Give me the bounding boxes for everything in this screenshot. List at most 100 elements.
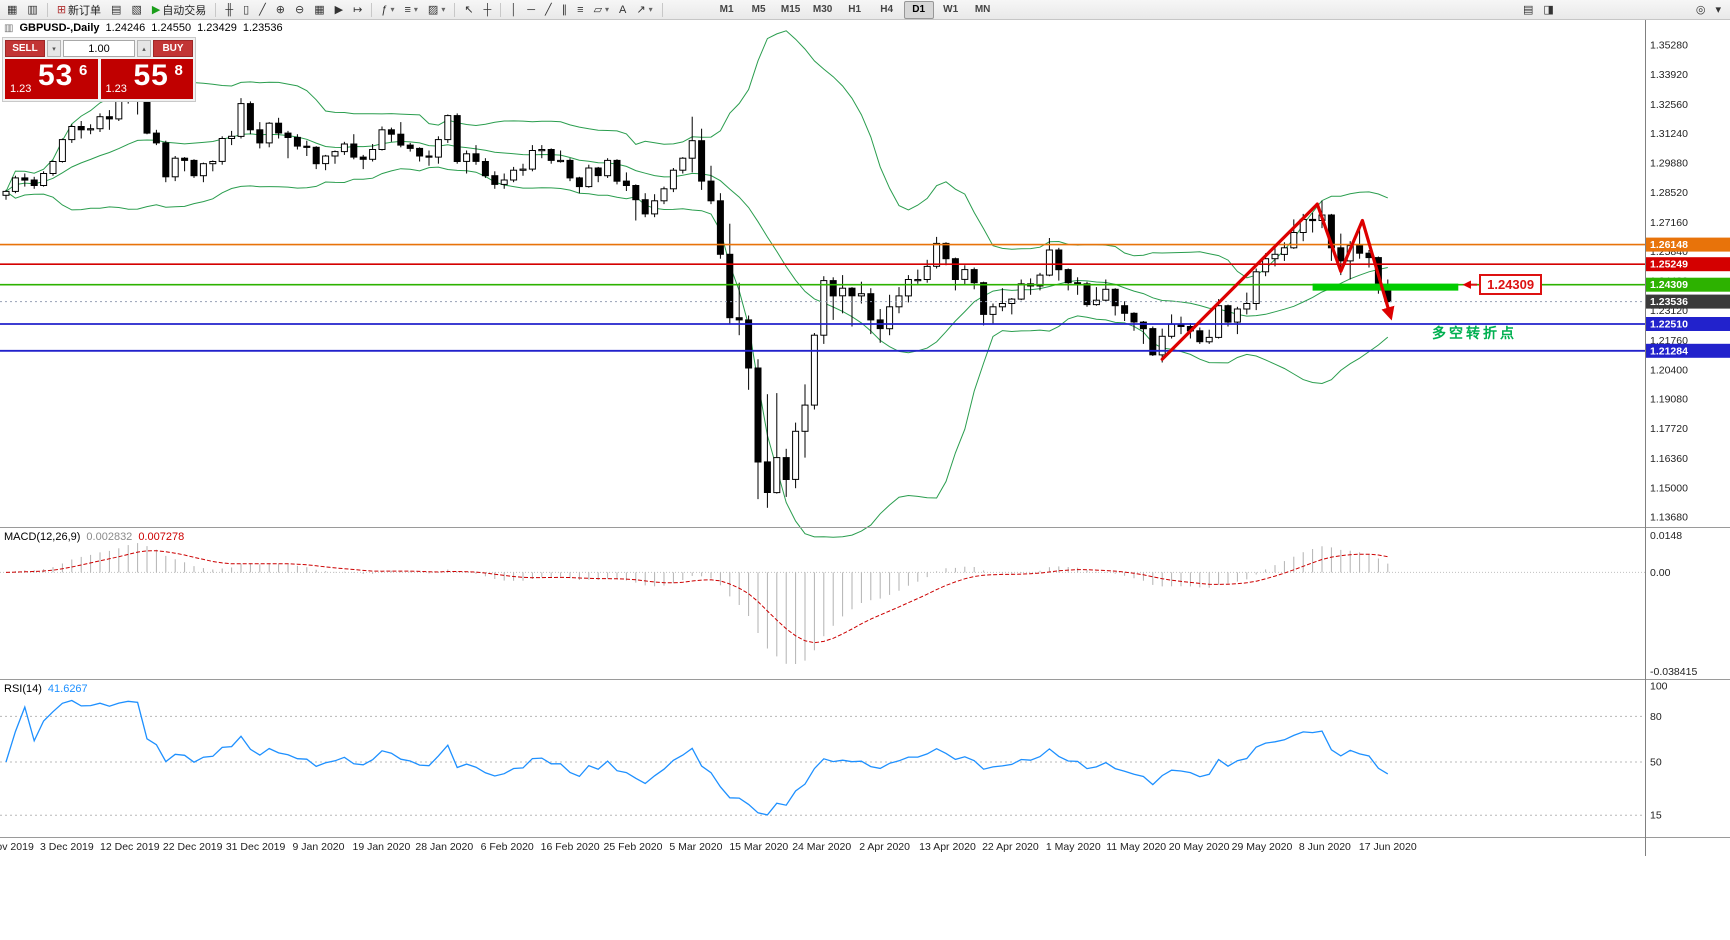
- cursor-button[interactable]: ↖: [460, 1, 477, 19]
- zoom-in-icon: ⊕: [275, 3, 286, 16]
- toolbar-separator: [215, 2, 217, 17]
- price-axis-label: 1.29880: [1650, 158, 1688, 170]
- chevron-down-icon[interactable]: ▾: [413, 5, 418, 14]
- market-watch-button[interactable]: ▥: [23, 1, 41, 19]
- date-axis-label: 22 Apr 2020: [982, 841, 1039, 853]
- alerts-icon[interactable]: ▤: [1523, 4, 1534, 16]
- line-chart-button[interactable]: ╱: [255, 1, 270, 19]
- rsi-axis-label: 100: [1650, 681, 1668, 693]
- buy-price-big: 55: [133, 59, 169, 92]
- zigzag-down-arrow[interactable]: [1315, 202, 1395, 321]
- mailbox-icon[interactable]: ◨: [1543, 4, 1554, 16]
- price-axis: 1.35280 1.33920 1.32560 1.31240 1.29880 1.285…: [1646, 40, 1730, 524]
- timeframe-m1-button[interactable]: M1: [719, 4, 734, 15]
- price-axis-label: 1.20400: [1650, 365, 1688, 377]
- crosshair-button[interactable]: ┼: [480, 1, 496, 19]
- volume-stepper-button[interactable]: ▴: [137, 40, 151, 57]
- buy-button[interactable]: BUY: [153, 40, 193, 57]
- date-axis-label: 28 Jan 2020: [415, 841, 473, 853]
- toolbar-separator: [500, 2, 502, 17]
- sell-price-sup: 6: [79, 62, 88, 79]
- channel-button[interactable]: ∥: [558, 1, 572, 19]
- zoom-in-button[interactable]: ⊕: [272, 1, 289, 19]
- volume-input[interactable]: [63, 40, 135, 57]
- macd-axis-label: -0.038415: [1650, 666, 1697, 678]
- chevron-down-icon[interactable]: ▾: [390, 5, 395, 14]
- chevron-down-icon[interactable]: ▾: [605, 5, 610, 14]
- chevron-down-icon[interactable]: ▾: [648, 5, 653, 14]
- timeframe-m15-button[interactable]: M15: [780, 4, 801, 15]
- buy-price-sup: 8: [174, 62, 183, 79]
- date-axis-label: 19 Jan 2020: [352, 841, 410, 853]
- uptrend-arrow[interactable]: [1160, 202, 1319, 361]
- community-icon[interactable]: ◎: [1695, 4, 1706, 16]
- macd-signal-value: 0.007278: [138, 531, 185, 543]
- toolbar-separator: [46, 2, 48, 17]
- auto-scroll-button[interactable]: ▶: [331, 1, 347, 19]
- date-axis-label: 17 Jun 2020: [1359, 841, 1417, 853]
- timeframe-h4-button[interactable]: H4: [880, 4, 894, 15]
- shapes-button[interactable]: ▱ ▾: [590, 1, 613, 19]
- sell-price-panel[interactable]: 1.23 53 6: [5, 59, 98, 99]
- zoom-out-button[interactable]: ⊖: [291, 1, 308, 19]
- turning-point-annotation[interactable]: 多空转折点: [1431, 325, 1517, 341]
- templates-button[interactable]: ▨ ▾: [424, 1, 449, 19]
- text-button[interactable]: A: [615, 1, 630, 19]
- timeframe-d1-button[interactable]: D1: [903, 0, 934, 19]
- price-axis-label: 1.16360: [1650, 453, 1688, 465]
- zoom-out-icon: ⊖: [295, 3, 305, 16]
- periods-icon: ≡: [404, 3, 411, 16]
- tile-windows-button[interactable]: ▦: [310, 1, 328, 19]
- bar-chart-button[interactable]: ╫: [221, 1, 237, 19]
- chart-annotations[interactable]: [1160, 202, 1478, 361]
- indicators-icon: ƒ: [381, 3, 388, 16]
- price-tag-label: 1.21284: [1650, 345, 1688, 357]
- date-axis-label: 3 Dec 2019: [40, 841, 94, 853]
- market-watch-icon: ▥: [27, 3, 38, 16]
- volume-dropdown-button[interactable]: ▾: [47, 40, 61, 57]
- price-callout-box[interactable]: 1.24309: [1479, 273, 1543, 295]
- chart-list-button[interactable]: ▤: [107, 1, 125, 19]
- horizontal-line-objects[interactable]: [0, 243, 1646, 352]
- navigator-button[interactable]: ▧: [127, 1, 145, 19]
- new-order-icon: ⊞: [56, 3, 67, 16]
- price-tag: [1646, 343, 1730, 358]
- timeframe-mn-button[interactable]: MN: [974, 4, 991, 15]
- indicators-button[interactable]: ƒ ▾: [377, 1, 398, 19]
- sell-button[interactable]: SELL: [5, 40, 45, 57]
- buy-price-panel[interactable]: 1.23 55 8: [100, 59, 193, 99]
- timeframe-m30-button[interactable]: M30: [812, 4, 833, 15]
- arrows-button[interactable]: ↗ ▾: [632, 1, 656, 19]
- chart-shift-button[interactable]: ↦: [349, 1, 366, 19]
- new-order-button[interactable]: ⊞ 新订单: [53, 1, 105, 19]
- buy-price-small: 1.23: [105, 83, 127, 95]
- price-tag: [1646, 294, 1730, 309]
- rsi-indicator-label: RSI(14) 41.6267: [4, 683, 88, 695]
- timeframe-m5-button[interactable]: M5: [751, 4, 766, 15]
- fibonacci-button[interactable]: ≡: [573, 1, 587, 19]
- macd-main-value: 0.002832: [86, 531, 133, 543]
- periods-button[interactable]: ≡ ▾: [400, 1, 421, 19]
- price-axis-label: 1.17720: [1650, 423, 1688, 435]
- candlesticks: [2, 47, 1392, 508]
- auto-trading-button[interactable]: ▶ 自动交易: [148, 1, 210, 19]
- horizontal-line-button[interactable]: ─: [523, 1, 539, 19]
- candlestick-chart-button[interactable]: ▯: [239, 1, 253, 19]
- toolbar-overflow-icon[interactable]: ▾: [1715, 4, 1721, 16]
- macd-indicator-label: MACD(12,26,9) 0.002832 0.007278: [4, 531, 184, 543]
- timeframe-h1-button[interactable]: H1: [848, 4, 862, 15]
- trendline-button[interactable]: ╱: [541, 1, 556, 19]
- chart-window-icon-button[interactable]: ▦: [3, 1, 21, 19]
- chevron-down-icon[interactable]: ▾: [441, 5, 446, 14]
- new-order-button-label: 新订单: [68, 4, 102, 17]
- price-tag: [1646, 257, 1730, 272]
- toolbar-main-group: ▦ ▥ ⊞ 新订单 ▤ ▧ ▶ 自动交易 ╫ ▯ ╱ ⊕ ⊖ ▦ ▶ ↦ ƒ ▾ ≡ ▾ ▨ ▾ ↖ ┼ │ ─ ╱ ∥ ≡ ▱ ▾ A ↗ ▾ M…: [2, 0, 999, 19]
- timeframe-w1-button[interactable]: W1: [943, 4, 959, 15]
- vertical-line-button[interactable]: │: [506, 1, 521, 19]
- date-axis-label: 24 Mar 2020: [792, 841, 851, 853]
- line-chart-icon: ╱: [259, 3, 266, 16]
- toolbar-far-right-group: ◎ ▾: [1691, 1, 1726, 19]
